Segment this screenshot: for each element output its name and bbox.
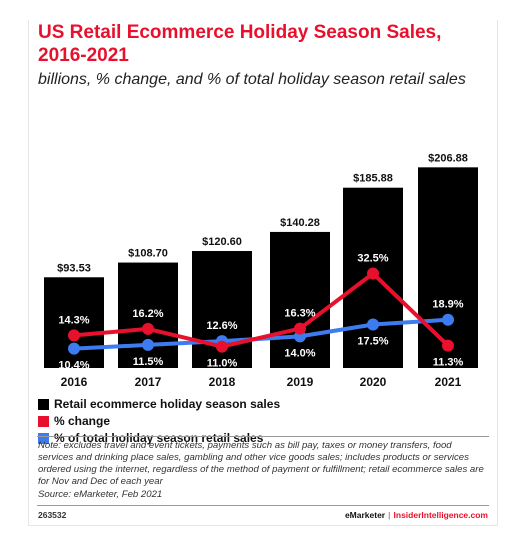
pct-change-label-2020: 32.5% [357,253,388,265]
x-tick-2016: 2016 [61,375,88,389]
pct-change-point-2021 [442,339,454,352]
chart-frame [28,20,498,526]
note-divider [37,436,489,437]
pct-change-label-2021: 11.3% [433,357,464,369]
legend-item-pct-change: % change [38,414,398,430]
pct-change-point-2016 [68,329,80,342]
pct-change-label-2017: 16.2% [132,308,163,320]
brand-emarketer: eMarketer [344,510,386,520]
bar-2021 [418,167,478,368]
pct-total-label-2021: 18.9% [432,299,463,311]
x-tick-2021: 2021 [435,375,462,389]
pct-total-point-2016 [68,342,80,355]
bar-label-2021: $206.88 [428,152,468,164]
pct-change-point-2017 [142,322,154,335]
bar-label-2020: $185.88 [353,173,393,185]
chart-subtitle: billions, % change, and % of total holid… [38,71,466,88]
footer-divider [37,505,489,506]
legend-item-pct-total: % of total holiday season retail sales [38,431,398,447]
chart-id: 263532 [38,510,67,520]
chart-note: Note: excludes travel and event tickets,… [38,440,484,487]
x-tick-2020: 2020 [360,375,387,389]
legend-swatch-pct-change [38,416,49,427]
combo-chart: $93.53 $108.70 $120.60 $140.28 $185.88 $206.8… [44,152,478,389]
legend-label-pct-total: % of total holiday season retail sales [54,431,264,445]
legend-swatch-sales [38,399,49,410]
pct-change-label-2016: 14.3% [58,314,89,326]
chart-title: US Retail Ecommerce Holiday Season Sales… [38,22,442,66]
x-tick-2018: 2018 [209,375,236,389]
bar-2019 [270,231,330,368]
pct-total-label-2018: 12.6% [206,320,237,332]
bar-label-2019: $140.28 [280,217,320,229]
pct-change-label-2018: 11.0% [207,358,238,370]
legend-label-pct-change: % change [54,414,111,428]
pct-total-label-2019: 14.0% [284,347,315,359]
pct-total-point-2020 [367,318,379,331]
legend-label-sales: Retail ecommerce holiday season sales [54,397,281,411]
pct-change-point-2020 [367,267,379,280]
legend-swatch-pct-total [38,433,49,444]
bar-label-2017: $108.70 [128,248,168,260]
pct-change-point-2019 [294,322,306,335]
pct-change-label-2019: 16.3% [284,308,315,320]
pct-total-point-2017 [142,338,154,351]
legend-item-sales: Retail ecommerce holiday season sales [38,397,398,413]
brand-separator: | [388,510,391,520]
pct-change-point-2018 [216,340,228,353]
x-tick-2019: 2019 [287,375,314,389]
pct-total-label-2016: 10.4% [58,360,89,372]
pct-change-line [73,271,450,349]
pct-total-label-2017: 11.5% [133,356,164,368]
bar-label-2016: $93.53 [57,262,91,274]
pct-total-label-2020: 17.5% [357,336,388,348]
x-tick-2017: 2017 [135,375,162,389]
brand-insider: InsiderIntelligence.com [393,510,488,520]
chart-source: Source: eMarketer, Feb 2021 [38,489,163,500]
pct-total-point-2021 [442,313,454,326]
brand-footer: eMarketer | InsiderIntelligence.com [345,510,488,520]
bar-label-2018: $120.60 [202,236,242,248]
